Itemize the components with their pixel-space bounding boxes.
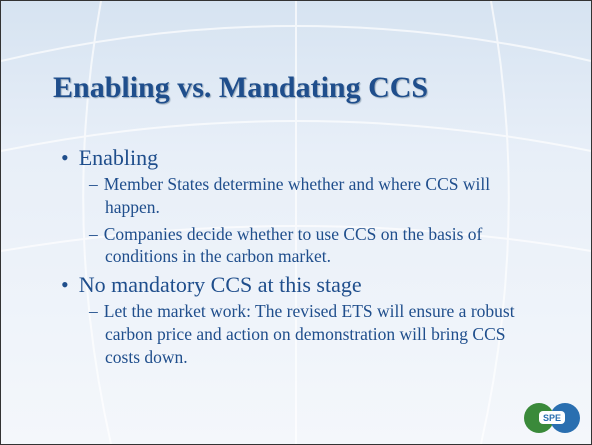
bullet-list: EnablingMember States determine whether … — [61, 141, 541, 372]
slide-title: Enabling vs. Mandating CCS — [53, 71, 429, 104]
bullet: Enabling — [61, 145, 541, 171]
sub-bullet: Let the market work: The revised ETS wil… — [89, 300, 541, 368]
logo-text: SPE — [543, 413, 561, 423]
logo: SPE — [524, 403, 580, 433]
sub-bullet: Companies decide whether to use CCS on t… — [89, 223, 541, 269]
bullet: No mandatory CCS at this stage — [61, 272, 541, 298]
sub-bullet: Member States determine whether and wher… — [89, 173, 541, 219]
